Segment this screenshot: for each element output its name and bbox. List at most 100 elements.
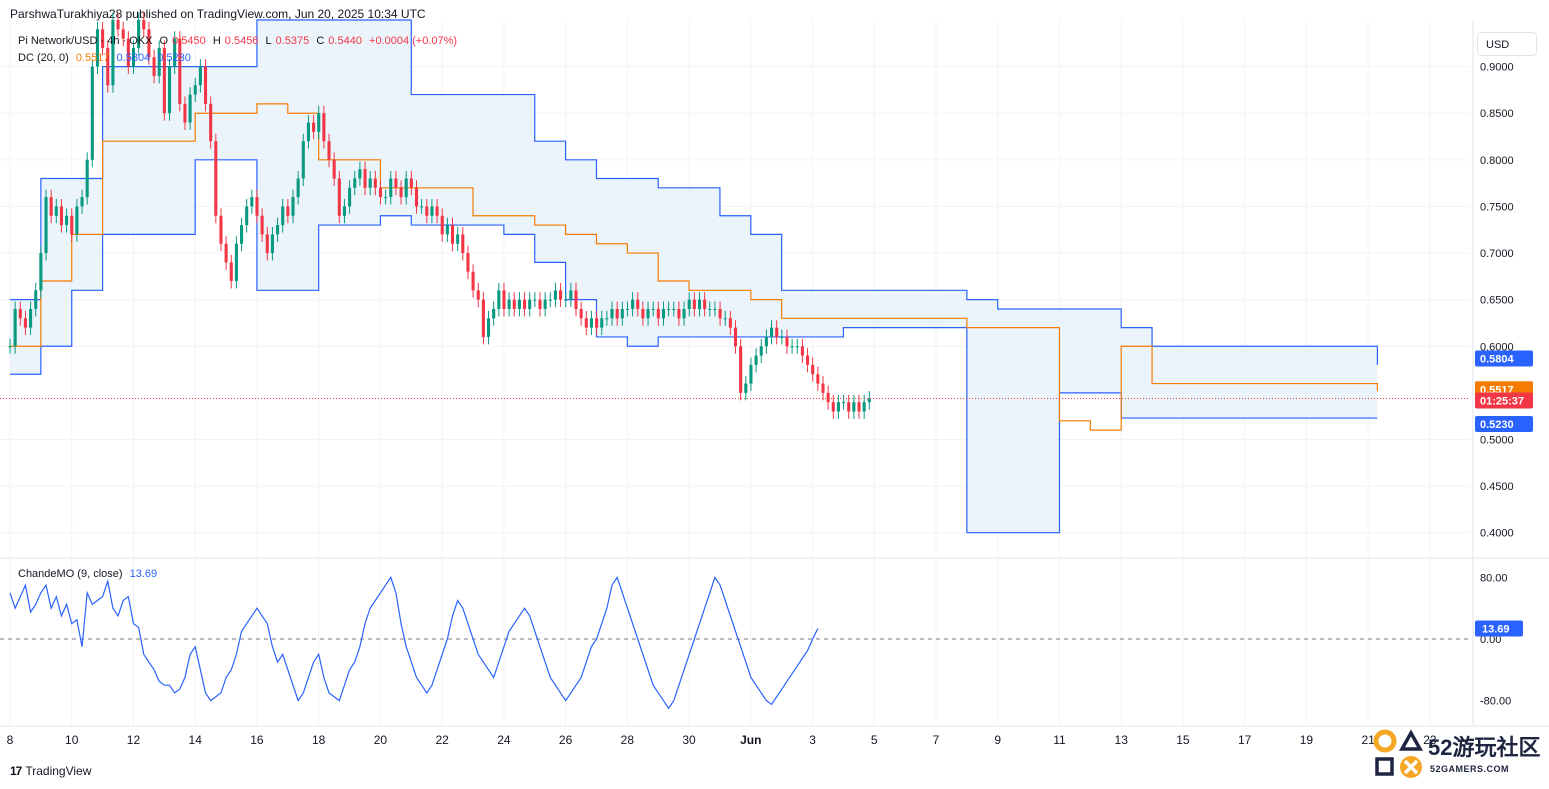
dc-legend: DC (20, 0) 0.5517 0.5804 0.5230 — [18, 52, 195, 64]
tradingview-logo[interactable]: 17 TradingView — [10, 764, 91, 778]
currency-button[interactable]: USD — [1477, 32, 1537, 56]
high-value: 0.5456 — [224, 35, 259, 47]
candle-body — [785, 336, 789, 347]
candle-body — [59, 206, 63, 226]
candle-body — [301, 141, 305, 179]
price-tick-label: 0.4500 — [1480, 481, 1514, 493]
candle-body — [584, 318, 588, 328]
candle-body — [507, 299, 511, 309]
candle-body — [399, 187, 403, 198]
candle-body — [353, 178, 357, 188]
cmo-value-tag-label: 13.69 — [1482, 623, 1510, 635]
candle-body — [409, 178, 413, 188]
close-label: C — [316, 35, 325, 47]
candle-body — [769, 327, 774, 337]
axis-labels: 0.9000 0.8500 0.8000 0.7500 0.7000 0.6500 0.60… — [7, 62, 1514, 747]
dc-upper-line — [10, 19, 1378, 365]
candle-body — [826, 392, 830, 403]
time-tick-label: 26 — [559, 733, 573, 747]
candle-body — [651, 308, 655, 310]
candle-body — [425, 206, 429, 216]
candle-body — [281, 206, 285, 226]
candle-body — [739, 346, 743, 393]
watermark: 52游玩社区 52GAMERS.COM — [1372, 728, 1542, 784]
cmo-value-tag-box — [1475, 620, 1523, 637]
time-tick-label: 20 — [374, 733, 388, 747]
candle-body — [631, 299, 635, 309]
candle-body — [116, 20, 120, 30]
candle-body — [18, 308, 22, 319]
candle-body — [831, 402, 835, 412]
candle-body — [533, 299, 537, 301]
candle-body — [800, 346, 804, 356]
candle-body — [450, 225, 455, 244]
candle-body — [661, 308, 666, 319]
donchian-lines — [10, 19, 1378, 534]
candle-body — [636, 299, 640, 309]
candle-body — [842, 402, 846, 404]
candle-body — [744, 383, 748, 393]
candle-body — [39, 253, 43, 291]
candle-body — [8, 346, 12, 348]
candle-body — [260, 215, 264, 235]
candle-body — [363, 169, 367, 188]
candle-body — [641, 308, 645, 319]
time-tick-label: 22 — [435, 733, 449, 747]
candle-body — [245, 206, 249, 226]
symbol-label[interactable]: Pi Network/USD · 4h · OKX — [18, 35, 153, 47]
time-tick-label: 14 — [189, 733, 203, 747]
candle-body — [481, 299, 485, 337]
candle-body — [101, 29, 105, 48]
candle-body — [692, 299, 696, 309]
candle-body — [137, 20, 141, 48]
candle-body — [75, 206, 79, 235]
cmo-indicator-label[interactable]: ChandeMO (9, close) — [18, 568, 123, 580]
candle-body — [600, 318, 604, 328]
price-tick-label: 0.6500 — [1480, 295, 1514, 307]
candle-body — [276, 225, 280, 235]
price-tick-label: 0.8000 — [1480, 155, 1514, 167]
candle-body — [461, 234, 465, 254]
cmo-tick-label: -80.00 — [1480, 696, 1511, 708]
price-tick-label: 0.8500 — [1480, 108, 1514, 120]
candle-body — [167, 66, 172, 114]
candle-body — [497, 290, 501, 309]
candle-body — [718, 308, 722, 319]
candle-body — [486, 318, 491, 337]
candle-body — [234, 243, 238, 282]
time-tick-label: 13 — [1115, 733, 1129, 747]
candle-body — [811, 364, 815, 375]
candle-body — [667, 308, 671, 310]
candle-body — [816, 374, 820, 384]
dc-indicator-label[interactable]: DC (20, 0) — [18, 52, 69, 64]
candle-body — [440, 215, 444, 235]
price-tick-label: 0.7000 — [1480, 248, 1514, 260]
watermark-icon — [1373, 729, 1423, 778]
candle-body — [672, 308, 676, 310]
publisher-line: ParshwaTurakhiya28 published on TradingV… — [10, 7, 426, 21]
change-value: +0.0004 (+0.07%) — [369, 35, 458, 47]
candle-body — [389, 178, 393, 198]
high-label: H — [212, 35, 221, 47]
candle-body — [348, 187, 352, 207]
cmo-tick-label: 80.00 — [1480, 572, 1508, 584]
cmo-legend: ChandeMO (9, close) 13.69 — [18, 568, 161, 580]
candle-body — [85, 159, 89, 198]
candle-body — [131, 47, 136, 67]
low-label: L — [265, 35, 272, 47]
time-tick-label: 12 — [127, 733, 141, 747]
candle-body — [106, 47, 110, 86]
candle-body — [543, 299, 547, 309]
candle-body — [867, 398, 871, 403]
time-tick-label: 19 — [1300, 733, 1314, 747]
candle-body — [219, 215, 223, 244]
candle-body — [569, 290, 573, 300]
dc-band-fill — [10, 20, 1378, 533]
candle-body — [754, 355, 758, 365]
candle-body — [456, 234, 460, 244]
candle-body — [44, 197, 48, 254]
candle-body — [862, 402, 866, 412]
time-tick-label: 5 — [871, 733, 878, 747]
candle-body — [265, 234, 269, 254]
